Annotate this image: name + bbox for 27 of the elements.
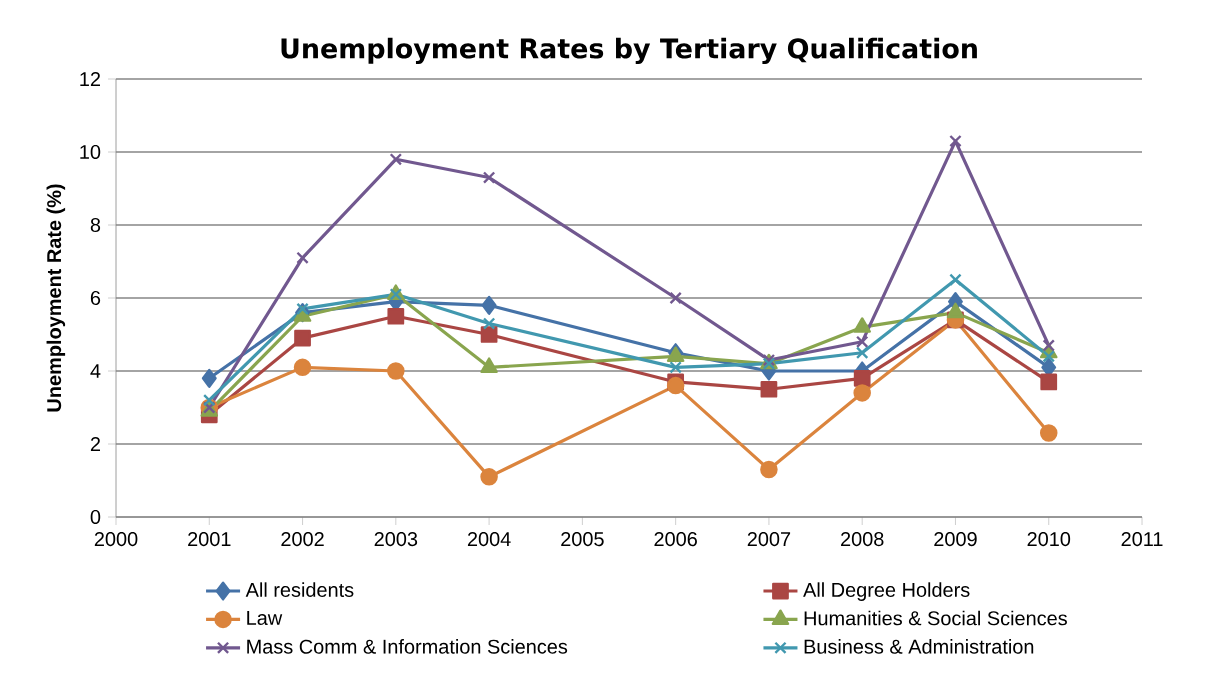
y-tick-label: 8: [90, 217, 101, 233]
y-tick-label: 6: [90, 290, 101, 306]
x-tick-label: 2002: [281, 532, 324, 547]
x-tick-label: 2003: [374, 532, 418, 547]
legend-label: Mass Comm & Information Sciences: [247, 639, 568, 654]
legend-label: Humanities & Social Sciences: [804, 610, 1067, 626]
y-tick-label: 2: [90, 437, 100, 451]
x-tick-label: 2011: [1121, 532, 1163, 547]
x-tick-label: 2010: [1027, 532, 1071, 547]
legend-label: Business & Administration: [804, 639, 1034, 654]
y-tick-label: 12: [80, 72, 100, 86]
x-tick-label: 2007: [747, 532, 791, 547]
x-tick-label: 2000: [94, 532, 138, 547]
y-tick-label: 10: [80, 144, 101, 160]
x-tick-label: 2006: [654, 532, 697, 547]
x-tick-label: 2005: [561, 532, 604, 547]
x-tick-label: 2009: [934, 532, 977, 547]
y-tick-label: 0: [90, 509, 101, 525]
legend-label: All residents: [245, 582, 354, 597]
x-tick-label: 2008: [841, 532, 884, 547]
legend-label: Law: [247, 611, 283, 625]
y-tick-label: 4: [90, 364, 101, 378]
chart-title: Unemployment Rates by Tertiary Qualification: [281, 37, 977, 65]
legend-label: All Degree Holders: [803, 582, 970, 601]
x-tick-label: 2004: [467, 532, 511, 547]
y-axis-title: Unemployment Rate (%): [46, 184, 66, 412]
x-tick-label: 2001: [188, 532, 231, 547]
